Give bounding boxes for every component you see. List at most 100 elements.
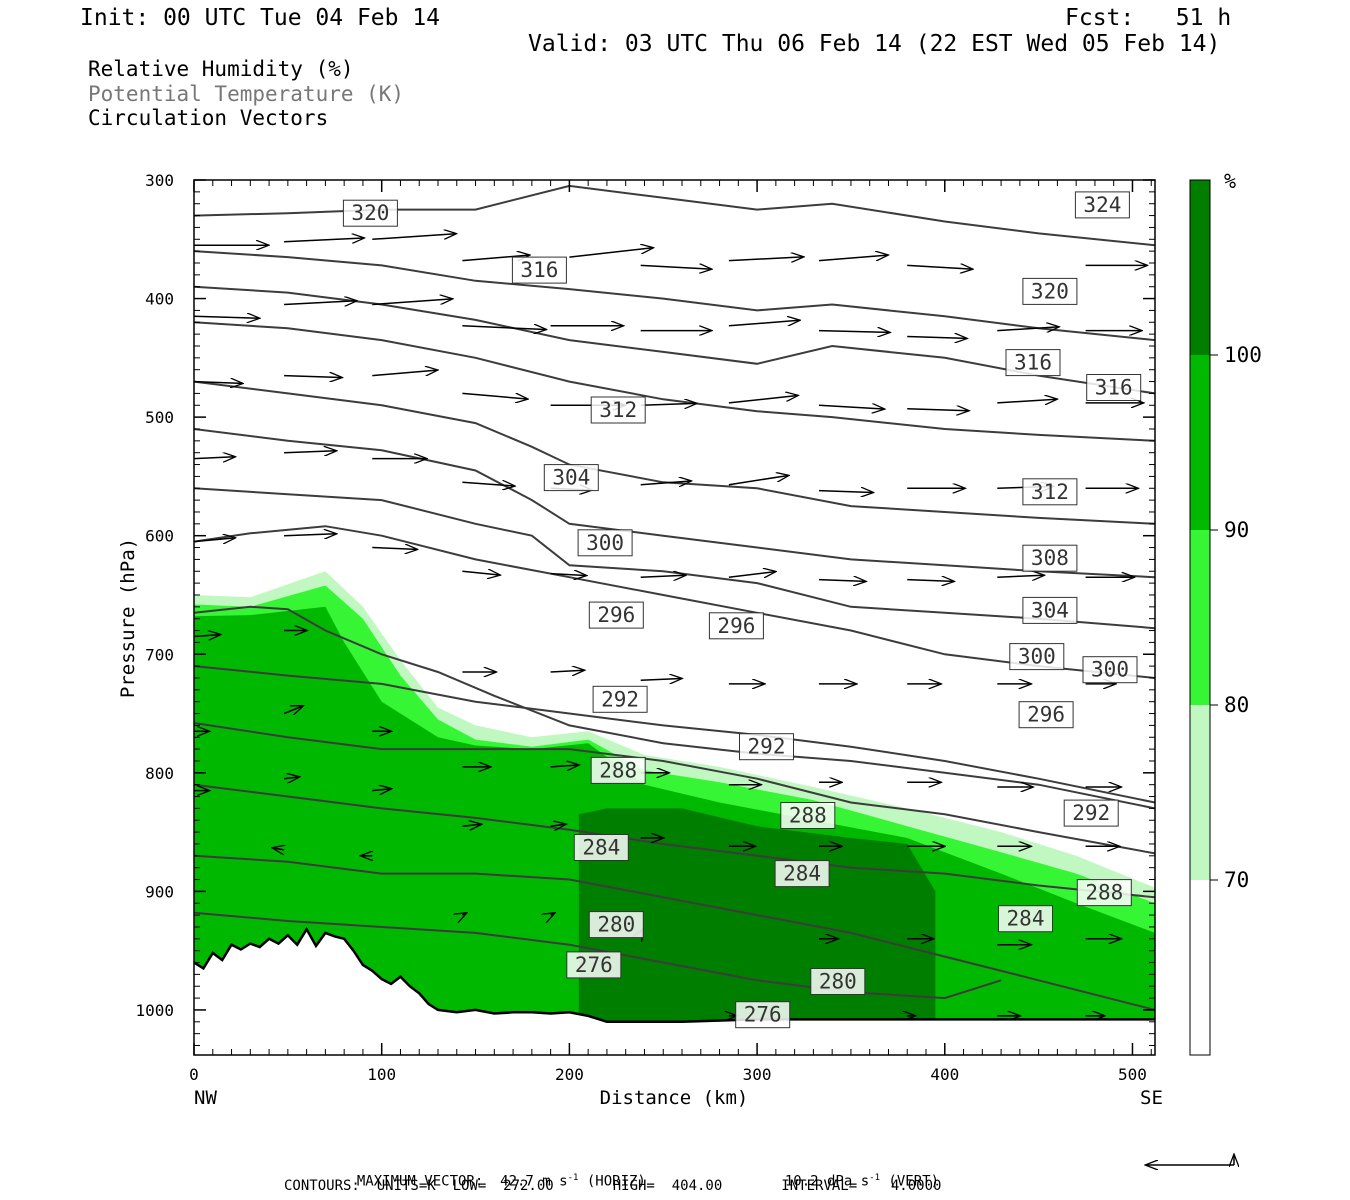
y-axis-label: Pressure (hPa) [117,538,139,698]
colorbar-segment [1190,530,1210,705]
circulation-vector [284,238,364,242]
max-vector-exp-horiz: -1 [567,1173,579,1183]
field-circulation-vectors: Circulation Vectors [88,106,329,130]
circulation-vector [194,538,235,542]
circulation-vector [462,824,481,826]
circulation-vector [907,337,966,339]
theta-label-box [590,756,646,784]
circulation-vector [818,580,865,582]
y-tick-label: 700 [145,645,174,664]
theta-label: 296 [1027,703,1065,727]
circulation-vector [462,326,545,330]
circulation-vector [194,316,259,318]
theta-label: 320 [351,201,389,225]
theta-label-box [739,733,794,761]
theta-label-box [1009,643,1065,671]
theta-label-box [543,464,599,492]
theta-label: 284 [582,836,620,860]
circulation-vector [728,320,799,327]
theta-label: 296 [597,603,635,627]
circulation-vector [997,327,1058,331]
circulation-vector [372,234,455,241]
theta-contour-280 [194,854,1155,1011]
y-tick-label: 500 [145,408,174,427]
theta-label: 292 [748,735,786,759]
circulation-vector [907,580,953,582]
theta-label-box [588,601,644,629]
theta-contour-324 [194,250,1155,342]
max-vector-prefix: MAXIMUM VECTOR: 42.7 m s [356,1173,568,1190]
field-relative-humidity: Relative Humidity (%) [88,57,354,81]
circulation-vector [550,765,579,767]
circulation-vector [997,575,1043,577]
max-vector-vert-value: 10.2 dPa s [784,1173,870,1190]
colorbar-segment [1190,180,1210,355]
circulation-vector [194,457,235,459]
theta-label: 300 [1091,658,1129,682]
theta-contour-312 [194,380,1155,525]
init-time: Init: 00 UTC Tue 04 Feb 14 [80,5,441,31]
theta-contour-300 [194,525,1155,679]
x-tick-label: 500 [1118,1065,1147,1084]
theta-contour-292 [194,665,1155,804]
max-vector-text: MAXIMUM VECTOR: 42.7 m s-1 (HORIZ) [340,1160,646,1189]
theta-label: 284 [1007,907,1045,931]
theta-label-box [1005,349,1061,377]
theta-label: 280 [819,970,857,994]
tick-layer: 300 400 500 600 700 800 900 1000 0 100 200 300 400 50… [135,171,1155,1084]
theta-label-box [1022,544,1078,572]
circulation-vector [728,572,775,578]
circulation-vector [728,476,788,486]
terrain-line [194,926,1155,1024]
theta-label: 316 [1095,376,1133,400]
circulation-vector [640,481,691,485]
circulation-vector [194,382,242,384]
colorbar-unit: % [1224,169,1236,193]
circulation-vector [372,789,391,791]
circulation-vector [818,331,889,333]
theta-label-box [708,612,764,640]
field-potential-temperature: Potential Temperature (K) [88,82,405,106]
x-tick-label: 0 [189,1065,199,1084]
y-tick-label: 400 [145,290,174,309]
theta-label-box [342,199,398,227]
circulation-vector [372,370,437,377]
max-vector-vert-unit: (VERT) [880,1173,940,1190]
circulation-vector [640,265,711,269]
max-vector-vert-text: 10.2 dPa s-1 (VERT) [768,1160,939,1189]
theta-label: 304 [552,466,590,490]
circulation-vector [284,777,299,779]
y-tick-label: 300 [145,171,174,190]
theta-label-layer: 320 324 316 320 316 316 312 304 312 300 308 296 296 3… [342,191,1142,1029]
circulation-vector [273,848,284,850]
x-tick-label: 400 [930,1065,959,1084]
circulation-vector [818,405,884,409]
circulation-vector [283,706,303,713]
circulation-vector [372,548,416,550]
theta-label-box [998,905,1053,933]
y-tick-label: 600 [145,527,174,546]
circulation-vector [462,392,527,399]
theta-label-box [1082,656,1138,684]
colorbar-label: 90 [1224,518,1249,542]
y-tick-label: 800 [145,764,174,783]
theta-label-box [1076,879,1132,907]
theta-contour-304 [194,487,1155,630]
theta-label-box [1086,374,1142,401]
theta-label: 316 [1014,351,1052,375]
circulation-vector [194,635,220,637]
plot-frame [193,179,1156,1056]
theta-contour-316 [194,321,1155,442]
y-tick-label: 900 [145,882,174,901]
circulation-vector [284,376,341,378]
contours-info: CONTOURS: UNITS=K LOW= 272.00 HIGH= 404.… [284,1178,942,1194]
theta-label: 288 [1085,881,1123,905]
theta-contour-288 [194,722,1155,855]
theta-label-box [774,860,830,888]
theta-label-box [1022,277,1078,305]
circulation-vector [640,679,682,681]
theta-contour-296 [194,605,1155,810]
colorbar-frame [1189,179,1211,1056]
circulation-vector [284,534,336,536]
